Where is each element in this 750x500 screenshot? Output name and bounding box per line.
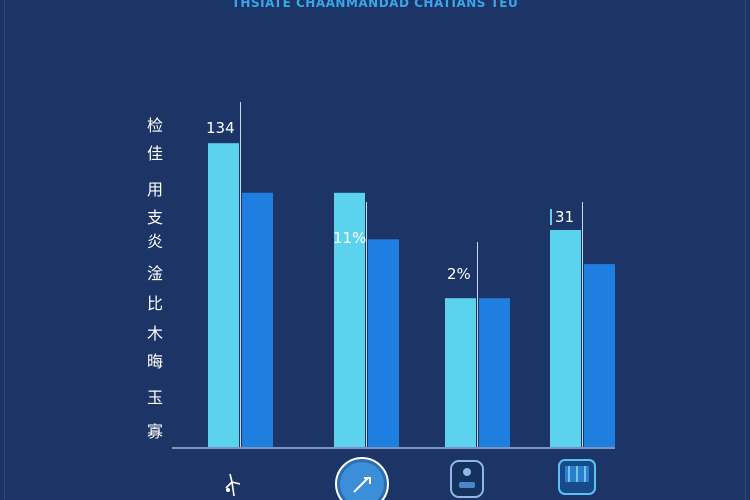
data-label-3: 2% (447, 265, 471, 283)
y-axis-label-char: 淦 (146, 264, 163, 283)
data-label-4: 31 (555, 208, 574, 226)
figure-icon (225, 473, 241, 497)
tv-icon (558, 459, 596, 495)
y-axis-label-char: 晦 (146, 352, 163, 371)
y-axis-label-char: ⽟ (146, 388, 163, 407)
label-highlight-mark (550, 209, 552, 225)
bar-series-2-group-1 (242, 192, 273, 447)
bar-series-1-group-4 (550, 230, 581, 447)
y-axis-label-char: 佳 (146, 144, 163, 163)
data-label-1: 134 (206, 119, 235, 137)
y-axis-label-char: ⽐ (146, 294, 163, 313)
y-axis-label-char: ⽀ (146, 208, 163, 227)
bar-series-2-group-2 (368, 239, 399, 447)
device-icon (450, 460, 484, 498)
y-axis-label-char: 炎 (146, 232, 163, 251)
y-axis-label-char: ⽊ (146, 324, 163, 343)
circle-badge-icon (335, 457, 389, 500)
data-label-2: 11% (333, 229, 366, 247)
y-axis-label-char: ⽤ (146, 180, 163, 199)
bar-series-2-group-4 (584, 264, 615, 447)
bar-series-1-group-3 (445, 298, 476, 447)
y-axis-label-char: 检 (146, 116, 163, 135)
bar-series-1-group-2 (334, 192, 365, 447)
bar-series-1-group-1 (208, 143, 239, 447)
bar-series-2-group-3 (479, 298, 510, 447)
chart-title: THSIATE CHAANMANDAD CHATIANS TEU (231, 0, 519, 10)
y-axis-label-char: 寡 (146, 422, 163, 441)
chart-frame (4, 0, 746, 500)
